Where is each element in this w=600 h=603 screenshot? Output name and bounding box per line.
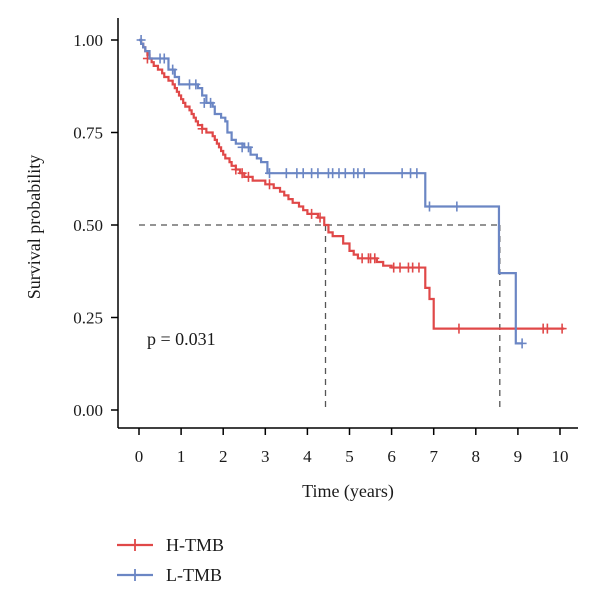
censor-mark-l-tmb	[136, 35, 146, 45]
censor-mark-l-tmb	[191, 79, 201, 90]
y-tick-label: 0.50	[73, 216, 103, 235]
censor-mark-l-tmb	[412, 168, 422, 179]
censor-mark-l-tmb	[424, 201, 434, 212]
censor-mark-h-tmb	[231, 164, 241, 175]
censor-mark-h-tmb	[265, 179, 275, 190]
censor-mark-l-tmb	[397, 168, 407, 179]
x-tick-label: 10	[552, 447, 569, 466]
legend-label: L-TMB	[166, 565, 222, 585]
x-tick-label: 4	[303, 447, 312, 466]
censor-mark-h-tmb	[197, 123, 207, 134]
y-tick-label: 0.25	[73, 309, 103, 328]
x-tick-label: 9	[514, 447, 523, 466]
median-reference-lines	[139, 224, 501, 410]
series-l-tmb	[136, 35, 527, 349]
x-tick-label: 1	[177, 447, 186, 466]
x-tick-label: 3	[261, 447, 270, 466]
survival-curve-h-tmb	[139, 38, 565, 330]
censor-mark-h-tmb	[243, 171, 253, 182]
censor-mark-h-tmb	[542, 323, 552, 334]
series-group	[136, 35, 567, 349]
legend-item-l-tmb: L-TMB	[117, 565, 222, 585]
x-tick-label: 0	[135, 447, 144, 466]
censor-mark-l-tmb	[313, 168, 323, 179]
censor-mark-l-tmb	[265, 168, 275, 179]
x-axis-title: Time (years)	[302, 481, 394, 502]
censor-mark-h-tmb	[370, 253, 380, 264]
censor-mark-l-tmb	[168, 64, 178, 75]
censor-mark-h-tmb	[307, 208, 317, 219]
censor-mark-l-tmb	[359, 168, 369, 179]
legend-item-h-tmb: H-TMB	[117, 535, 224, 555]
censor-mark-l-tmb	[517, 338, 527, 349]
x-tick-label: 6	[387, 447, 396, 466]
censor-mark-h-tmb	[414, 262, 424, 273]
censor-mark-l-tmb	[340, 168, 350, 179]
series-h-tmb	[139, 38, 567, 334]
x-tick-label: 7	[429, 447, 438, 466]
x-tick-label: 2	[219, 447, 228, 466]
legend: H-TMB L-TMB	[117, 535, 224, 585]
censor-mark-l-tmb	[452, 201, 462, 212]
chart-axes: 0.00 0.25 0.50 0.75 1.00 0 1 2 3 4 5 6 7 8 9 10	[73, 18, 578, 466]
p-value-annotation: p = 0.031	[147, 329, 216, 349]
x-tick-label: 8	[472, 447, 481, 466]
censor-mark-l-tmb	[281, 168, 291, 179]
legend-label: H-TMB	[166, 535, 224, 555]
censor-mark-l-tmb	[243, 142, 253, 153]
censor-mark-h-tmb	[454, 323, 464, 334]
x-tick-label: 5	[345, 447, 354, 466]
x-ticks: 0 1 2 3 4 5 6 7 8 9 10	[135, 428, 569, 466]
y-ticks: 0.00 0.25 0.50 0.75 1.00	[73, 31, 118, 420]
censor-mark-l-tmb	[206, 97, 216, 108]
censor-mark-h-tmb	[557, 323, 567, 334]
censor-mark-h-tmb	[237, 168, 247, 179]
censor-mark-h-tmb	[315, 212, 325, 223]
censor-mark-l-tmb	[159, 53, 169, 64]
y-axis-title: Survival probability	[24, 155, 44, 299]
y-tick-label: 1.00	[73, 31, 103, 50]
y-tick-label: 0.00	[73, 401, 103, 420]
censor-mark-l-tmb	[298, 168, 308, 179]
y-tick-label: 0.75	[73, 124, 103, 143]
plot-area	[136, 35, 567, 410]
censor-mark-h-tmb	[395, 262, 405, 273]
